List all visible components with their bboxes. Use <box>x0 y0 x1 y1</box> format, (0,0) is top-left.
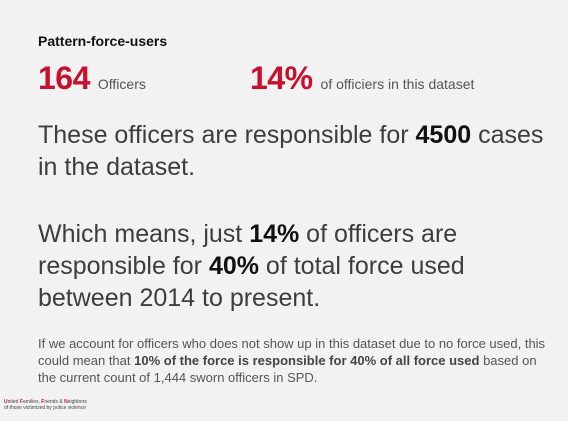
resp-percent-force: 40% <box>208 252 259 280</box>
org-name: United Families, Friends & Neighbors <box>4 399 87 405</box>
percent-value: 14% <box>250 60 313 96</box>
percent-label: of officiers in this dataset <box>320 76 475 92</box>
logo-letter-f: F <box>19 399 23 405</box>
org-tagline: of those victimized by police violence <box>4 405 86 411</box>
logo-text-amilies: amilies, <box>22 399 42 405</box>
resp-text-pre: Which means, just <box>38 220 250 248</box>
resp-text-mid: of officers are responsible for <box>38 220 458 280</box>
resp-text-post: of total force used between 2014 to pres… <box>38 252 465 312</box>
note-text-pre: If we account for officers who does not … <box>38 336 546 368</box>
page-title: Pattern-force-users <box>38 33 168 49</box>
officers-stat: 164 Officers <box>38 60 146 97</box>
note-text-bold: 10% of the force is responsible for 40% … <box>134 353 480 368</box>
org-logo: United Families, Friends & Neighbors of … <box>4 399 87 411</box>
logo-text-riends: riends & <box>44 399 65 405</box>
logo-text-nited: nited <box>7 399 20 405</box>
cases-text-post: cases in the dataset. <box>38 121 544 181</box>
percent-stat: 14% of officiers in this dataset <box>250 60 474 97</box>
logo-letter-u: U <box>4 399 8 405</box>
logo-letter-fr: F <box>41 399 45 405</box>
officers-count: 164 <box>38 60 90 96</box>
note-text-post: based on the current count of 1,444 swor… <box>38 353 537 385</box>
logo-text-eighbors: eighbors <box>67 399 87 405</box>
officers-label: Officers <box>97 76 146 92</box>
cases-paragraph: These officers are responsible for 4500 … <box>38 119 558 183</box>
responsibility-paragraph: Which means, just 14% of officers are re… <box>38 218 558 314</box>
resp-percent-officers: 14% <box>249 220 300 248</box>
cases-value: 4500 <box>415 121 472 149</box>
cases-text-pre: These officers are responsible for <box>38 121 416 149</box>
footnote-paragraph: If we account for officers who does not … <box>38 335 558 386</box>
logo-letter-n: N <box>64 399 68 405</box>
